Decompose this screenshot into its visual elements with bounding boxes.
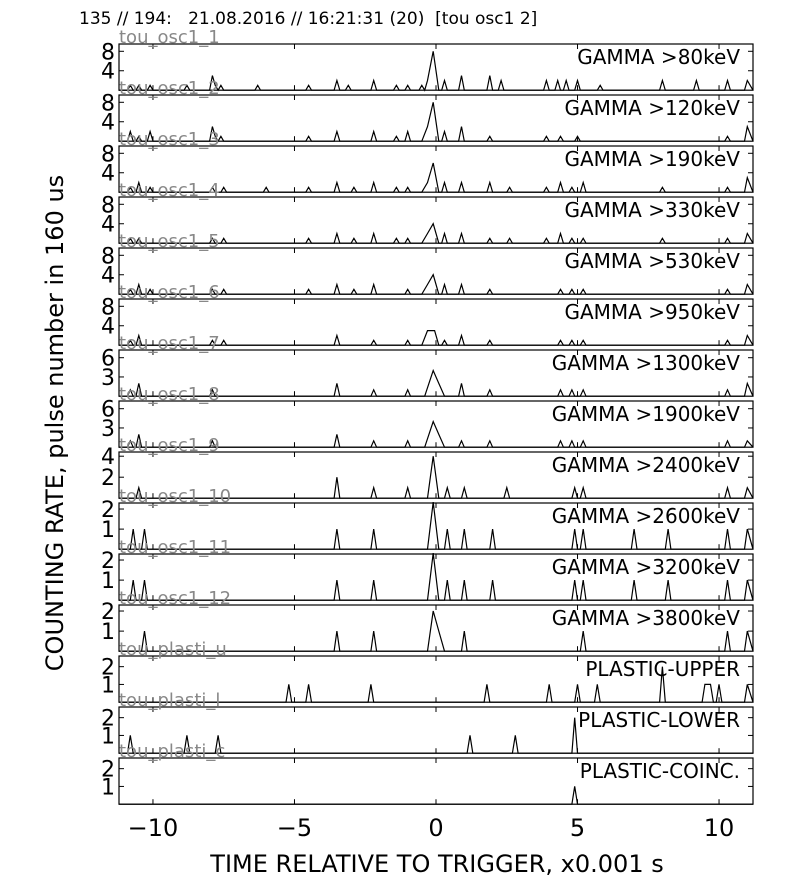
panel-15: 12 PLASTIC-COINC. tou_plasti_c (101, 741, 754, 805)
panel-13: 12 PLASTIC-UPPER tou_plasti_u (101, 639, 754, 703)
panel-tag: tou_plasti_u (119, 639, 227, 660)
y-tick-label: 8 (101, 40, 115, 65)
y-tick-label: 4 (101, 60, 115, 85)
panel-2: 48 GAMMA >120keV tou_osc1_2 (101, 78, 754, 143)
panel-tag: tou_osc1_4 (119, 180, 220, 201)
panel-8: 36 GAMMA >1900keV tou_osc1_8 (101, 384, 754, 448)
panel-label: GAMMA >330keV (564, 198, 740, 222)
series-line (119, 717, 753, 754)
y-tick-label: 1 (101, 724, 115, 749)
series-line (119, 666, 754, 703)
series-line (119, 273, 754, 295)
y-tick-label: 2 (101, 466, 115, 491)
y-tick-label: 8 (101, 142, 115, 167)
panel-10: 12 GAMMA >2600keV tou_osc1_10 (101, 486, 754, 550)
panel-label: GAMMA >2600keV (552, 504, 741, 528)
y-tick-label: 8 (101, 193, 115, 218)
panel-tag: tou_osc1_7 (119, 333, 220, 354)
panel-label: GAMMA >950keV (564, 300, 740, 324)
series-line (119, 419, 754, 448)
panel-5: 48 GAMMA >530keV tou_osc1_5 (101, 231, 754, 295)
y-tick-label: 1 (101, 620, 115, 645)
x-tick-label: 0 (428, 814, 443, 842)
panel-tag: tou_osc1_12 (119, 588, 231, 609)
panel-1: 48 GAMMA >80keV tou_osc1_1 (101, 27, 754, 92)
header-text: 135 // 194: 21.08.2016 // 16:21:31 (20) … (79, 9, 538, 29)
y-tick-label: 6 (101, 398, 115, 423)
panel-label: PLASTIC-COINC. (580, 759, 740, 783)
panel-label: PLASTIC-UPPER (585, 657, 740, 681)
series-line (119, 162, 754, 193)
x-tick-label: −10 (128, 814, 179, 842)
panel-label: GAMMA >120keV (564, 96, 740, 120)
panel-label: GAMMA >530keV (564, 249, 740, 273)
y-tick-label: 8 (101, 244, 115, 269)
x-tick-label: 10 (704, 814, 735, 842)
series-line (119, 330, 754, 346)
series-line (119, 553, 754, 601)
panel-6: 48 GAMMA >950keV tou_osc1_6 (101, 282, 754, 346)
panel-tag: tou_osc1_1 (119, 27, 220, 48)
y-tick-label: 4 (101, 162, 115, 187)
y-tick-label: 2 (101, 707, 115, 732)
x-tick-label: 5 (570, 814, 585, 842)
y-tick-label: 3 (101, 366, 115, 391)
panel-7: 36 GAMMA >1300keV tou_osc1_7 (101, 333, 754, 397)
y-tick-label: 4 (101, 264, 115, 289)
series-line (119, 456, 754, 499)
x-tick-label: −5 (277, 814, 312, 842)
y-tick-label: 4 (101, 445, 115, 470)
panel-tag: tou_osc1_8 (119, 384, 220, 405)
y-tick-label: 2 (101, 656, 115, 681)
y-tick-label: 1 (101, 518, 115, 543)
panel-label: GAMMA >1900keV (552, 402, 741, 426)
y-tick-label: 1 (101, 775, 115, 800)
panel-label: GAMMA >2400keV (552, 453, 741, 477)
panel-tag: tou_osc1_2 (119, 78, 220, 99)
panel-12: 12 GAMMA >3800keV tou_osc1_12 (101, 588, 754, 652)
x-axis-label: TIME RELATIVE TO TRIGGER, x0.001 s (209, 850, 663, 878)
panel-label: GAMMA >1300keV (552, 351, 741, 375)
series-line (119, 102, 754, 143)
panel-tag: tou_plasti_c (119, 741, 225, 762)
panel-label: GAMMA >3200keV (552, 555, 741, 579)
y-tick-label: 6 (101, 347, 115, 372)
panel-tag: tou_osc1_6 (119, 282, 220, 303)
series-line (119, 610, 754, 652)
y-tick-label: 1 (101, 569, 115, 594)
panel-tag: tou_osc1_11 (119, 537, 231, 558)
panel-tag: tou_osc1_10 (119, 486, 231, 507)
y-tick-label: 2 (101, 600, 115, 625)
y-tick-label: 2 (101, 498, 115, 523)
panel-14: 12 PLASTIC-LOWER tou_plasti_l (101, 690, 754, 754)
y-tick-label: 2 (101, 549, 115, 574)
series-line (119, 222, 754, 244)
y-axis-label: COUNTING RATE, pulse number in 160 us (41, 175, 69, 671)
panel-tag: tou_osc1_3 (119, 129, 220, 150)
series-line (119, 786, 753, 805)
panel-4: 48 GAMMA >330keV tou_osc1_4 (101, 180, 754, 244)
panel-tag: tou_osc1_5 (119, 231, 220, 252)
panel-label: GAMMA >80keV (577, 45, 740, 69)
y-tick-label: 2 (101, 758, 115, 783)
y-tick-label: 8 (101, 91, 115, 116)
y-tick-label: 4 (101, 213, 115, 238)
y-tick-label: 4 (101, 111, 115, 136)
panel-11: 12 GAMMA >3200keV tou_osc1_11 (101, 537, 754, 601)
panel-label: GAMMA >3800keV (552, 606, 741, 630)
panel-tag: tou_osc1_9 (119, 435, 220, 456)
panel-3: 48 GAMMA >190keV tou_osc1_3 (101, 129, 754, 193)
panel-label: PLASTIC-LOWER (578, 708, 740, 732)
panel-tag: tou_plasti_l (119, 690, 220, 711)
series-line (119, 368, 754, 397)
series-line (119, 502, 754, 550)
y-tick-label: 3 (101, 417, 115, 442)
y-tick-label: 4 (101, 315, 115, 340)
panel-9: 24 GAMMA >2400keV tou_osc1_9 (101, 435, 754, 499)
y-tick-label: 1 (101, 673, 115, 698)
y-tick-label: 8 (101, 295, 115, 320)
panel-label: GAMMA >190keV (564, 147, 740, 171)
series-line (119, 51, 754, 92)
